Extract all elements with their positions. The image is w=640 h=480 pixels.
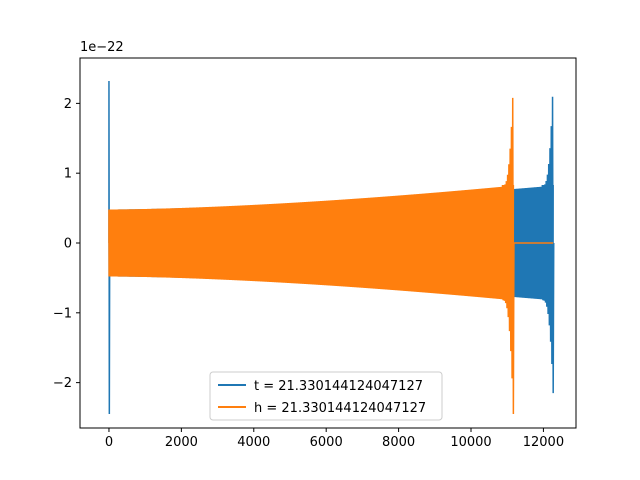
y-tick-label: 1 (64, 167, 72, 182)
series-h (108, 97, 554, 415)
y-tick-label: −2 (53, 376, 72, 391)
x-axis: 0 2000 4000 6000 8000 10000 12000 (105, 428, 564, 450)
x-tick-label: 6000 (310, 435, 343, 450)
legend-label-h: h = 21.330144124047127 (254, 401, 426, 416)
legend: t = 21.330144124047127 h = 21.3301441240… (209, 371, 443, 421)
x-tick-label: 12000 (523, 435, 564, 450)
legend-box (209, 371, 443, 421)
y-tick-label: 0 (64, 237, 72, 252)
series-layer (108, 81, 555, 415)
y-axis: −2 −1 0 1 2 (53, 97, 80, 391)
series-line (108, 97, 554, 415)
x-tick-label: 2000 (165, 435, 198, 450)
y-offset-label: 1e−22 (80, 40, 124, 55)
y-tick-label: −1 (53, 306, 72, 321)
legend-label-t: t = 21.330144124047127 (254, 379, 423, 394)
x-tick-label: 0 (105, 435, 113, 450)
y-tick-label: 2 (64, 97, 72, 112)
x-tick-label: 8000 (382, 435, 415, 450)
x-tick-label: 10000 (450, 435, 491, 450)
x-tick-label: 4000 (237, 435, 270, 450)
